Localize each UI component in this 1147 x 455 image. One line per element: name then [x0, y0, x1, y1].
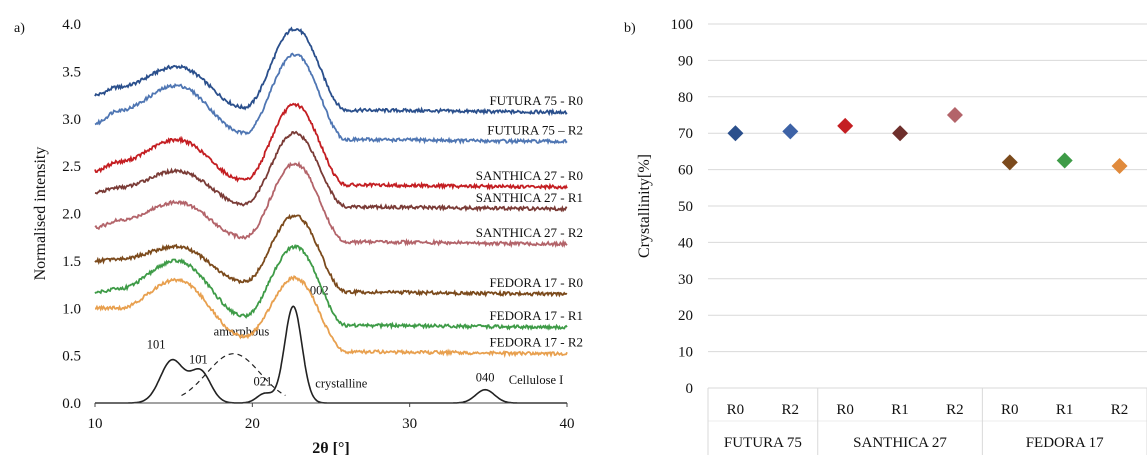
x-tick-label: 20 [245, 416, 260, 432]
y-tick-label: 60 [678, 163, 693, 179]
series-label-fedora-17-r2: FEDORA 17 - R2 [489, 335, 583, 350]
y-tick-label: 3.0 [62, 112, 81, 128]
point-fedora-17-r2 [1112, 158, 1128, 174]
series-label-futura-75-r2: FUTURA 75 – R2 [487, 122, 583, 137]
y-tick-label: 0.5 [62, 349, 81, 365]
peak-label-101: 101 [147, 337, 166, 351]
peak-label-021: 021 [254, 375, 273, 389]
x-axis-label: 2θ [°] [312, 440, 349, 455]
category-label-r0: R0 [1001, 402, 1019, 418]
category-label-r1: R1 [1056, 402, 1074, 418]
y-tick-label: 1.5 [62, 254, 81, 270]
point-futura-75-r0 [727, 125, 743, 141]
crystallinity-chart: 0 10 20 30 40 50 60 70 80 90 100 R0 R2 FUTURA 75 R0 R1… [636, 17, 1147, 455]
crystallinity-grid: 0 10 20 30 40 50 60 70 80 90 100 [671, 17, 1147, 397]
category-label-r0: R0 [727, 402, 745, 418]
series-label-futura-75-r0: FUTURA 75 - R0 [489, 93, 583, 108]
x-tick-label: 40 [560, 416, 575, 432]
y-tick-label: 100 [671, 17, 694, 33]
y-tick-label: 50 [678, 199, 693, 215]
category-label-r0: R0 [836, 402, 854, 418]
y-tick-label: 2.5 [62, 159, 81, 175]
point-fedora-17-r1 [1057, 153, 1073, 169]
y-tick-label: 20 [678, 308, 693, 324]
series-label-fedora-17-r1: FEDORA 17 - R1 [489, 308, 583, 323]
group-label-futura-75: FUTURA 75 [724, 435, 802, 451]
y-tick-label: 0.0 [62, 396, 81, 412]
crystalline-label: crystalline [315, 377, 368, 391]
category-label-r2: R2 [782, 402, 800, 418]
category-label-r1: R1 [891, 402, 909, 418]
cellulose-i-label: Cellulose I [509, 373, 564, 387]
series-label-santhica-27-r2: SANTHICA 27 - R2 [476, 225, 583, 240]
y-tick-label: 3.5 [62, 64, 81, 80]
point-santhica-27-r0 [837, 118, 853, 134]
crystallinity-points [727, 107, 1127, 174]
y-axis-label: Normalised intensity [32, 147, 49, 281]
panel-a-label: a) [14, 21, 25, 36]
group-label-fedora-17: FEDORA 17 [1026, 435, 1104, 451]
y-tick-label: 70 [678, 126, 693, 142]
y-tick-label: 10 [678, 345, 693, 361]
x-tick-label: 30 [402, 416, 417, 432]
peak-label-040: 040 [476, 371, 495, 385]
y-tick-label: 2.0 [62, 207, 81, 223]
y-tick-label: 1.0 [62, 301, 81, 317]
series-label-santhica-27-r1: SANTHICA 27 - R1 [476, 190, 583, 205]
y-tick-label: 40 [678, 235, 693, 251]
peak-label-10-1: 10̄1 [189, 353, 208, 367]
y-tick-label: 4.0 [62, 17, 81, 33]
series-label-fedora-17-r0: FEDORA 17 - R0 [489, 275, 583, 290]
category-label-r2: R2 [1111, 402, 1129, 418]
panel-b-label: b) [624, 21, 636, 36]
xrd-series-group: FUTURA 75 - R0 FUTURA 75 – R2 SANTHICA 27 … [95, 28, 583, 355]
point-fedora-17-r0 [1002, 154, 1018, 170]
y-tick-label: 0 [686, 381, 694, 397]
x-tick-label: 10 [88, 416, 103, 432]
category-label-r2: R2 [946, 402, 964, 418]
group-label-santhica-27: SANTHICA 27 [853, 435, 947, 451]
y-axis-label-crystallinity: Crystallinity[%] [636, 154, 653, 258]
point-santhica-27-r2 [947, 107, 963, 123]
point-futura-75-r2 [782, 123, 798, 139]
y-tick-label: 90 [678, 53, 693, 69]
y-tick-label: 80 [678, 90, 693, 106]
series-label-santhica-27-r0: SANTHICA 27 - R0 [476, 168, 583, 183]
y-tick-label: 30 [678, 272, 693, 288]
category-labels: R0 R2 FUTURA 75 R0 R1 R2 SANTHICA 27 R0 R1 R2 FEDO… [708, 388, 1147, 455]
point-santhica-27-r1 [892, 125, 908, 141]
